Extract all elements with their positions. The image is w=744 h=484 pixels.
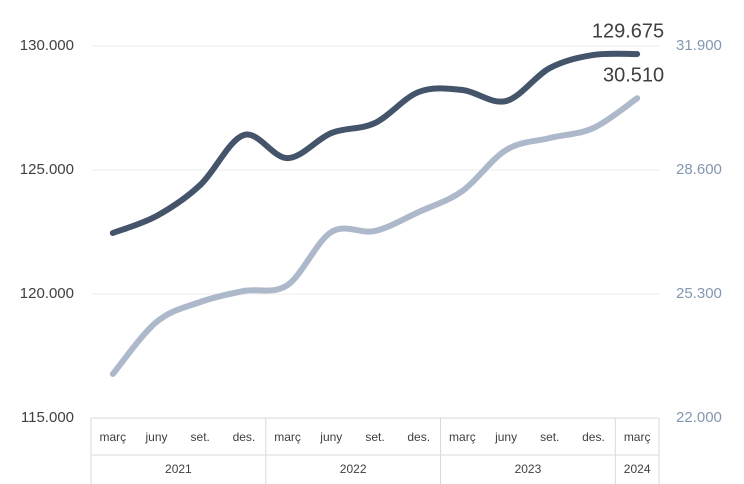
x-tick-label: març [624,430,651,444]
x-tick-label: des. [407,430,430,444]
y-tick-label: 125.000 [20,161,74,178]
data-label: 129.675 [592,20,664,42]
x-group-label: 2022 [340,462,367,476]
series-line [109,95,641,377]
x-tick-label: juny [494,430,517,444]
y2-tick-label: 28.600 [676,161,722,178]
x-group-label: 2023 [515,462,542,476]
y2-tick-label: 22.000 [676,409,722,426]
x-tick-label: març [274,430,301,444]
x-tick-label: set. [365,430,384,444]
x-tick-label: març [100,430,127,444]
x-tick-label: juny [319,430,342,444]
y-tick-label: 120.000 [20,285,74,302]
x-tick-label: set. [540,430,559,444]
x-tick-label: juny [145,430,168,444]
data-label: 30.510 [603,65,664,87]
y2-tick-label: 25.300 [676,285,722,302]
series-line [109,50,641,236]
x-group-label: 2021 [165,462,192,476]
x-tick-label: març [449,430,476,444]
x-tick-label: set. [191,430,210,444]
x-tick-label: des. [233,430,256,444]
y-tick-label: 115.000 [21,409,74,426]
y-tick-label: 130.000 [20,37,74,54]
x-group-label: 2024 [624,462,651,476]
y2-tick-label: 31.900 [676,37,722,54]
x-tick-label: des. [582,430,605,444]
